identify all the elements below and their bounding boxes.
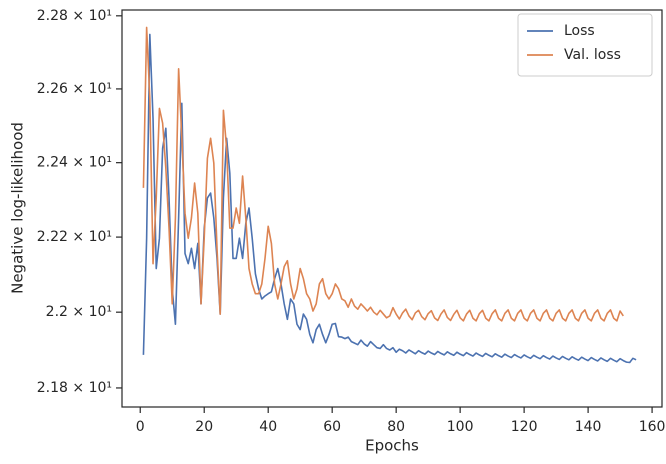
y-tick-label: 2.2 × 10¹ bbox=[46, 304, 112, 320]
plot-frame bbox=[121, 9, 663, 408]
x-tick-label: 80 bbox=[387, 419, 405, 435]
line-series bbox=[142, 33, 637, 364]
x-tick-label: 140 bbox=[575, 419, 602, 435]
y-tick-label: 2.26 × 10¹ bbox=[37, 81, 112, 97]
y-tick-label: 2.24 × 10¹ bbox=[37, 155, 112, 171]
line-series bbox=[142, 26, 624, 322]
x-tick-label: 20 bbox=[195, 419, 213, 435]
y-axis-label: Negative log-likelihood bbox=[9, 122, 27, 294]
legend-label: Loss bbox=[564, 23, 595, 39]
legend-box bbox=[517, 13, 653, 77]
legend-label: Val. loss bbox=[564, 47, 621, 63]
y-tick-label: 2.22 × 10¹ bbox=[37, 229, 112, 245]
y-tick-label: 2.28 × 10¹ bbox=[37, 8, 112, 24]
x-tick-label: 120 bbox=[511, 419, 538, 435]
x-tick-label: 60 bbox=[323, 419, 341, 435]
x-tick-label: 0 bbox=[136, 419, 145, 435]
x-tick-label: 100 bbox=[447, 419, 474, 435]
y-tick-label: 2.18 × 10¹ bbox=[37, 380, 112, 396]
x-axis-label: Epochs bbox=[365, 437, 419, 455]
x-tick-label: 40 bbox=[259, 419, 277, 435]
x-tick-label: 160 bbox=[639, 419, 666, 435]
